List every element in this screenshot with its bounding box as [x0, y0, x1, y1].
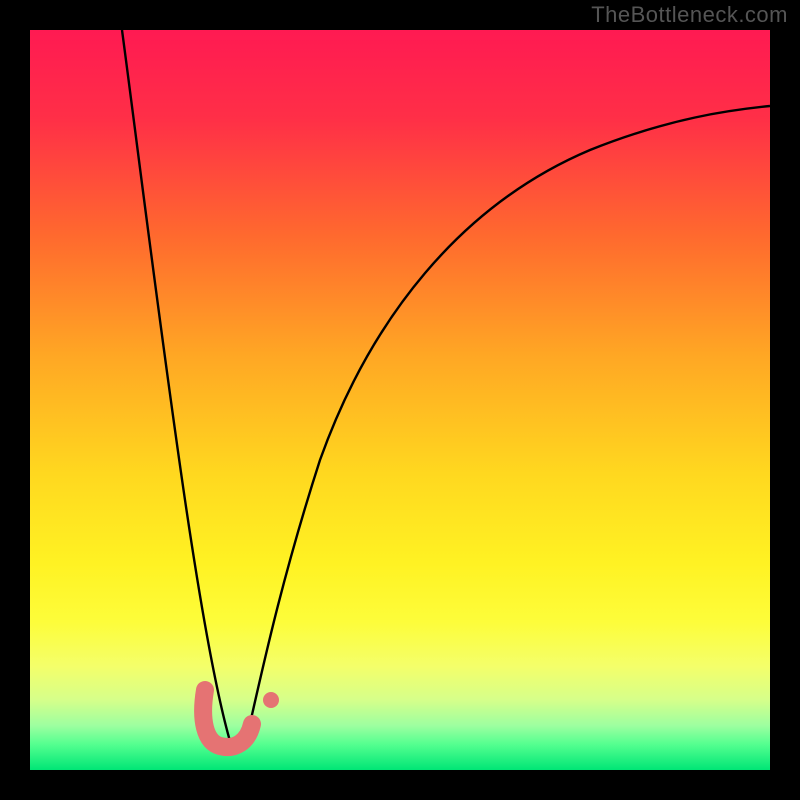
optimal-region-dot	[263, 692, 279, 708]
bottleneck-chart	[30, 30, 770, 770]
chart-stage: TheBottleneck.com	[0, 0, 800, 800]
watermark-text: TheBottleneck.com	[591, 2, 788, 28]
gradient-background	[30, 30, 770, 770]
